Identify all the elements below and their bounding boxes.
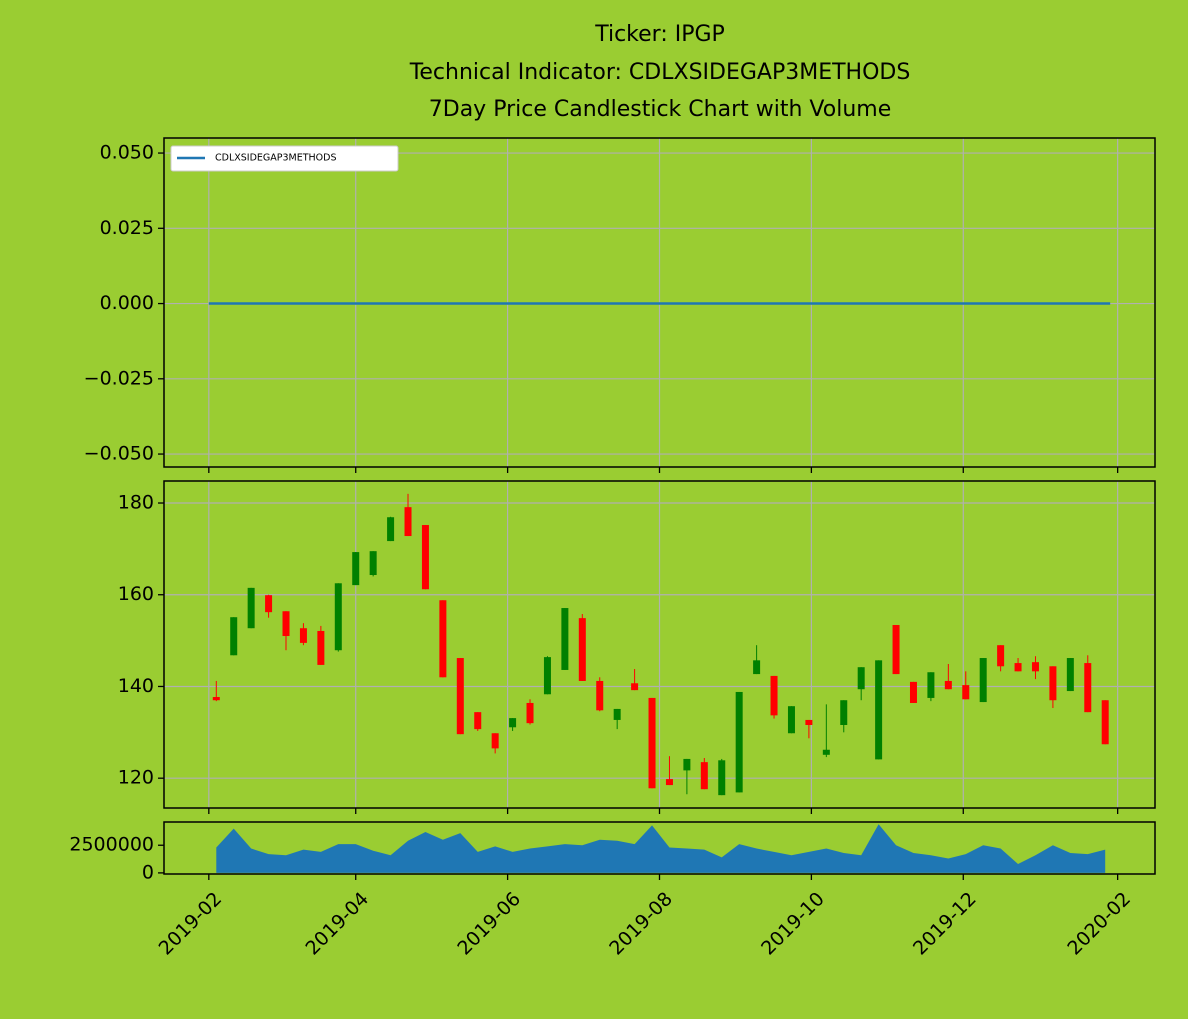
candle-body [404,507,412,537]
candle-body [561,608,569,670]
y-tick-label: 160 [118,583,154,605]
y-tick-label: 0 [142,861,154,883]
candle-body [753,660,761,675]
candle-body [387,517,395,542]
candle-body [979,658,987,703]
candle-body [770,675,778,716]
candle-body [317,630,325,665]
candle-body [665,779,673,786]
candle-body [613,708,621,720]
candle-body [474,712,482,730]
title-line: Technical Indicator: CDLXSIDEGAP3METHODS [409,60,911,85]
candle-body [596,680,604,711]
y-tick-label: 0.050 [100,142,154,164]
candle-body [718,760,726,796]
candle-body [299,628,307,643]
candle-body [997,645,1005,667]
candle-body [526,702,534,724]
candle-body [456,658,464,735]
candle-body [1084,663,1092,713]
legend-box [170,145,399,172]
candle-body [787,706,795,734]
candle-body [247,587,255,629]
candle-body [543,657,551,695]
candle-body [857,667,865,690]
legend-label: CDLXSIDEGAP3METHODS [215,153,337,164]
candle-body [352,552,360,586]
candle-body [805,719,813,725]
candle-body [1031,662,1039,672]
candle-body [282,611,290,637]
candle-body [909,681,917,703]
y-tick-label: 120 [118,767,154,789]
candle-body [840,700,848,725]
candle-body [212,697,220,701]
y-tick-label: 0.000 [100,292,154,314]
candle-body [1101,700,1109,745]
candle-body [578,618,586,681]
y-tick-label: −0.050 [84,443,154,465]
candle-body [491,733,499,749]
candle-body [439,600,447,678]
legend: CDLXSIDEGAP3METHODS [170,145,399,172]
y-tick-label: 2500000 [69,834,154,856]
candle-body [927,672,935,698]
candle-body [265,595,273,613]
candle-body [735,691,743,793]
candle-body [648,697,656,789]
candle-body [1066,658,1074,692]
title-line: 7Day Price Candlestick Chart with Volume [429,97,891,122]
candle-body [822,749,830,755]
candle-body [631,683,639,691]
candle-body [1049,666,1057,701]
candle-body [1014,663,1022,672]
candle-body [892,625,900,675]
y-tick-label: 0.025 [100,217,154,239]
candle-body [944,680,952,690]
y-tick-label: 140 [118,675,154,697]
candle-body [334,583,342,651]
candle-body [421,525,429,590]
candle-body [369,551,377,576]
candle-body [683,758,691,771]
title-line: Ticker: IPGP [594,22,725,47]
candle-body [700,762,708,790]
candle-body [875,660,883,760]
volume-area [216,824,1106,873]
candle-body [230,617,238,656]
candle-body [962,685,970,700]
candle-body [509,718,517,728]
y-tick-label: −0.025 [84,367,154,389]
y-tick-label: 180 [118,492,154,514]
